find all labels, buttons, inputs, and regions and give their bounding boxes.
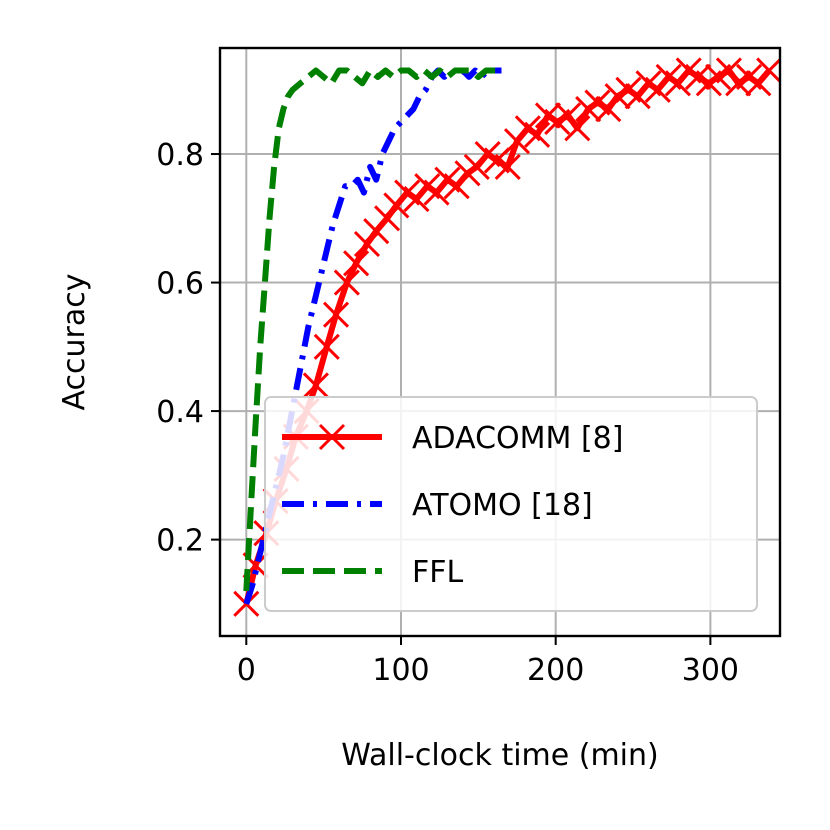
legend-label-ffl: FFL [412, 555, 464, 590]
legend-marker-adacomm-8 [318, 423, 346, 451]
plot-frame [218, 46, 782, 638]
x-axis-label: Wall-clock time (min) [341, 738, 659, 773]
legend-label-atomo-18: ATOMO [18] [412, 488, 593, 523]
legend: ADACOMM [8] ATOMO [18] FFL [264, 396, 758, 612]
y-tick-label: 0.8 [156, 138, 204, 173]
y-tick-label: 0.4 [156, 395, 204, 430]
series-point-adacomm-8 [715, 57, 743, 84]
axis-ticks: 0 100 200 300 0.2 0.4 0.6 0.8 [156, 138, 739, 688]
series-point-adacomm-8 [555, 102, 582, 129]
series-point-adacomm-8 [343, 250, 370, 277]
legend-label-adacomm-8: ADACOMM [8] [412, 421, 623, 456]
series-point-adacomm-8 [524, 121, 551, 148]
series-point-adacomm-8 [564, 115, 591, 142]
y-axis-label: Accuracy [57, 274, 92, 411]
x-tick-label: 0 [237, 653, 256, 688]
series-point-adacomm-8 [322, 301, 350, 328]
x-tick-label: 300 [682, 653, 739, 688]
series-line-ffl [243, 67, 502, 592]
series-point-adacomm-8 [756, 57, 780, 84]
series-point-adacomm-8 [333, 269, 360, 296]
y-tick-label: 0.2 [156, 524, 204, 559]
x-tick-label: 100 [372, 653, 429, 688]
x-tick-label: 200 [527, 653, 584, 688]
series-point-adacomm-8 [374, 205, 401, 232]
series-point-adacomm-8 [353, 230, 381, 258]
legend-box [264, 396, 758, 612]
y-tick-label: 0.6 [156, 267, 204, 302]
series-point-adacomm-8 [302, 372, 329, 399]
series-point-adacomm-8 [313, 333, 340, 360]
series-point-adacomm-8 [494, 153, 521, 180]
